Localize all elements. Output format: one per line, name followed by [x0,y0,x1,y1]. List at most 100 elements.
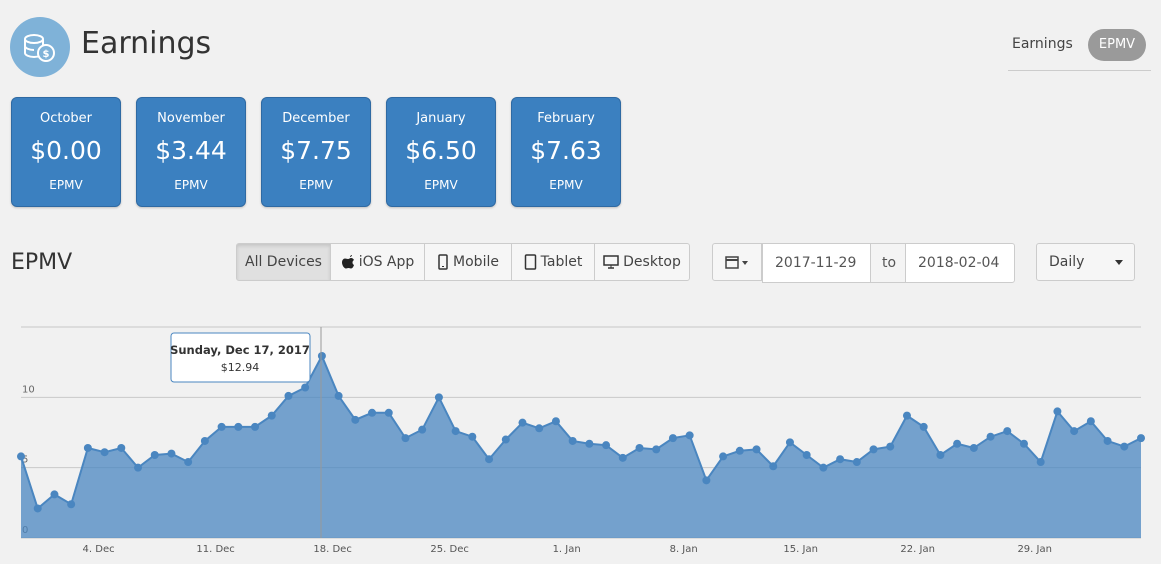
point [752,445,761,454]
point [434,393,443,402]
point [1120,442,1129,451]
point [451,427,460,436]
calendar-button[interactable] [712,243,762,281]
card-unit: EPMV [424,178,458,192]
point [1003,427,1012,436]
point [602,441,611,450]
device-button[interactable]: All Devices [236,243,331,281]
point [719,452,728,461]
point [267,411,276,420]
point [585,439,594,448]
x-tick-label: 29. Jan [1017,544,1052,555]
card-amount: $3.44 [155,136,227,165]
point [551,417,560,426]
point [836,455,845,464]
point [134,463,143,472]
card-amount: $7.63 [530,136,602,165]
point [802,451,811,460]
caret [1115,260,1123,265]
mobile-icon [438,254,448,270]
date-from[interactable]: 2017-11-29 [762,243,871,283]
point [368,408,377,417]
point [167,449,176,458]
device-label: All Devices [245,254,322,270]
point [769,462,778,471]
page-title: Earnings [81,26,212,61]
point [819,463,828,472]
date-to[interactable]: 2018-02-04 [905,243,1015,283]
point [986,432,995,441]
point [384,408,393,417]
section-title: EPMV [11,250,73,275]
x-tick-label: 25. Dec [430,544,468,555]
point [17,452,25,461]
y-tick-label: 5 [22,455,28,466]
area [21,355,1141,538]
card-unit: EPMV [549,178,583,192]
x-tick-label: 22. Jan [900,544,935,555]
calendar-icon [725,256,748,269]
point [217,422,226,431]
tab[interactable]: Earnings [1012,36,1073,52]
device-button[interactable]: iOS App [330,243,425,281]
device-label: Desktop [623,254,681,270]
point [785,438,794,447]
point [635,443,644,452]
interval-label: Daily [1049,254,1085,270]
device-label: Mobile [453,254,499,270]
point [1103,436,1112,445]
point [919,422,928,431]
interval-select[interactable]: Daily [1036,243,1135,281]
y-tick-label: 10 [22,384,35,395]
point [150,451,159,460]
month-card: January $6.50 EPMV [386,97,496,207]
point [100,448,109,457]
x-tick-label: 8. Jan [670,544,698,555]
card-amount: $6.50 [405,136,477,165]
point [334,391,343,400]
device-button[interactable]: Mobile [424,243,512,281]
point [501,435,510,444]
point [33,504,42,513]
month-card: November $3.44 EPMV [136,97,246,207]
tablet-icon [524,254,536,270]
tab-active[interactable]: EPMV [1088,29,1146,61]
device-label: Tablet [540,254,583,270]
date-separator: to [870,243,906,283]
card-month: October [39,111,93,126]
point [401,434,410,443]
point [902,411,911,420]
point [936,451,945,460]
point [117,443,126,452]
tooltip-box [170,332,311,383]
point [702,476,711,485]
x-tick-label: 11. Dec [196,544,234,555]
card-unit: EPMV [299,178,333,192]
point [1086,417,1095,426]
tab-underline [1008,70,1151,71]
device-button[interactable]: Desktop [594,243,690,281]
card-month: February [537,111,595,126]
point [83,443,92,452]
point [668,434,677,443]
device-button[interactable]: Tablet [511,243,595,281]
earnings-icon: $ [10,17,70,77]
point [869,445,878,454]
x-tick-label: 15. Jan [783,544,818,555]
point [735,446,744,455]
point [618,453,627,462]
point [969,443,978,452]
point [852,458,861,467]
x-tick-label: 18. Dec [313,544,351,555]
card-amount: $0.00 [30,136,102,165]
point [1036,458,1045,467]
point [535,424,544,433]
card-amount: $7.75 [280,136,352,165]
month-card: December $7.75 EPMV [261,97,371,207]
point [284,391,293,400]
x-tick-label: 4. Dec [83,544,115,555]
card-unit: EPMV [49,178,83,192]
point [418,425,427,434]
point [652,445,661,454]
